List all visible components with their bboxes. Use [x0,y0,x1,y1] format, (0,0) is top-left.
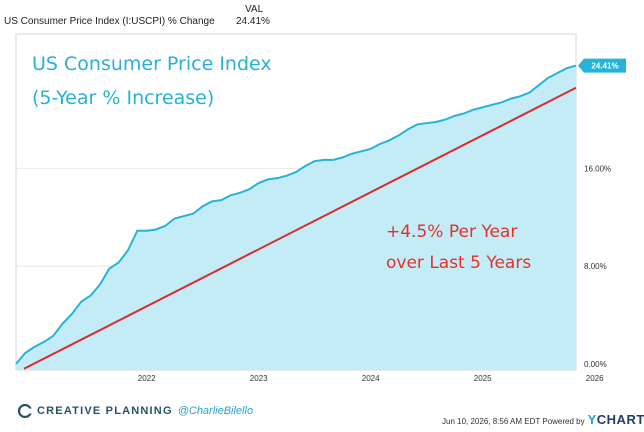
y-tick-label: 8.00% [584,262,607,271]
ycharts-logo[interactable]: YCHARTS [588,412,644,427]
last-value-badge [578,58,626,73]
x-tick-label: 2022 [138,374,156,383]
chart-footer: Jun 10, 2026, 8:56 AM EDT Powered by YCH… [442,412,644,427]
x-tick-label: 2026 [586,374,604,383]
creative-planning-icon [18,404,32,418]
timestamp-text: Jun 10, 2026, 8:56 AM EDT Powered by [442,417,585,426]
y-axis-ticks: 0.00% 8.00% 16.00% [584,164,611,368]
last-value-label: 24.41% [578,58,626,73]
x-tick-label: 2024 [362,374,380,383]
chart-annotation-title-line1: US Consumer Price Index [32,53,272,75]
chart-annotation-title-line2: (5-Year % Increase) [32,87,214,109]
legend-series-name[interactable]: US Consumer Price Index (I:USCPI) % Chan… [4,16,215,27]
legend-column-title: VAL [245,4,264,15]
chart-annotation-note-line1: +4.5% Per Year [386,222,517,242]
trend-line [23,86,577,370]
brand-name: CREATIVE PLANNING [37,405,173,417]
x-axis-ticks: 2022 2023 2024 2025 2026 [138,374,604,383]
x-tick-label: 2023 [250,374,268,383]
chart-annotation-note-line2: over Last 5 Years [386,253,531,273]
twitter-handle[interactable]: @CharlieBilello [177,405,254,417]
last-value-text: 24.41% [591,62,618,71]
y-tick-label: 0.00% [584,360,607,369]
series-line[interactable] [15,64,577,365]
creative-planning-logo: CREATIVE PLANNING @CharlieBilello [18,404,253,418]
x-tick-label: 2025 [474,374,492,383]
y-tick-label: 16.00% [584,164,611,173]
legend-series-value: 24.41% [236,16,270,27]
series-area [16,65,576,371]
ycharts-logo-text: CHARTS [596,412,644,427]
